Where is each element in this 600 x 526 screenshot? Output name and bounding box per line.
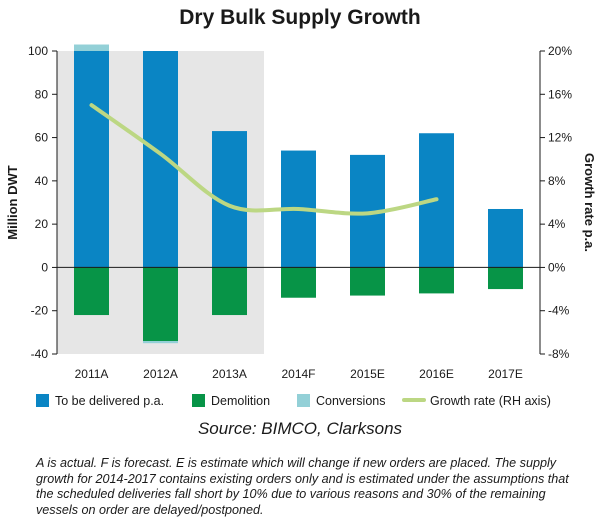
bar-to-be-delivered [488,208,523,268]
x-tick-label: 2016E [419,367,454,381]
legend-label: Conversions [316,394,385,408]
y-tick-label: -40 [31,347,49,361]
legend: To be delivered p.a. Demolition Conversion… [36,394,551,408]
y2-tick-label: 16% [548,87,572,101]
legend-label: Growth rate (RH axis) [430,394,551,408]
chart-title: Dry Bulk Supply Growth [179,6,421,29]
x-tick-label: 2017E [488,367,523,381]
legend-label: To be delivered p.a. [55,394,164,408]
legend-swatch [297,394,310,407]
x-tick-label: 2014F [281,367,315,381]
y-axis-label: Million DWT [5,165,20,239]
source-text: Source: BIMCO, Clarksons [197,419,403,438]
bar-demolition [281,267,316,298]
bar-conversions [74,44,109,51]
bars [74,44,523,344]
legend-label: Demolition [211,394,270,408]
y-tick-label: 0 [41,260,48,274]
axes: -40 -20 0 20 40 60 80 100 -8% -4% 0% 4% 8% 12% 16% 20% 2… [5,44,597,381]
bar-demolition [74,267,109,316]
legend-swatch [192,394,205,407]
y2-tick-label: 0% [548,260,566,274]
bar-demolition [212,267,247,316]
bar-demolition [488,267,523,290]
y-tick-label: 60 [35,131,49,145]
y2-tick-label: -4% [548,304,570,318]
bar-to-be-delivered [143,51,178,268]
growth-rate-line [89,103,439,216]
y-tick-label: 80 [35,87,49,101]
y2-tick-label: -8% [548,347,570,361]
y-tick-label: 40 [35,174,49,188]
x-tick-label: 2012A [143,367,178,381]
y-tick-label: 20 [35,217,49,231]
bar-demolition [143,267,178,342]
y2-axis-label: Growth rate p.a. [582,153,597,252]
y2-tick-label: 8% [548,174,566,188]
y2-tick-label: 20% [548,44,572,58]
bar-demolition [419,267,454,294]
x-tick-label: 2011A [75,367,109,381]
bar-demolition [350,267,385,296]
legend-swatch [36,394,49,407]
y2-tick-label: 4% [548,217,566,231]
bar-to-be-delivered [74,51,109,268]
x-tick-label: 2013A [212,367,247,381]
x-tick-label: 2015E [350,367,385,381]
bar-conversions [143,341,178,344]
y2-tick-label: 12% [548,131,572,145]
growth-line [89,103,439,216]
y-tick-label: -20 [31,304,49,318]
y-tick-label: 100 [28,44,48,58]
footnote-text: A is actual. F is forecast. E is estimat… [36,456,569,517]
